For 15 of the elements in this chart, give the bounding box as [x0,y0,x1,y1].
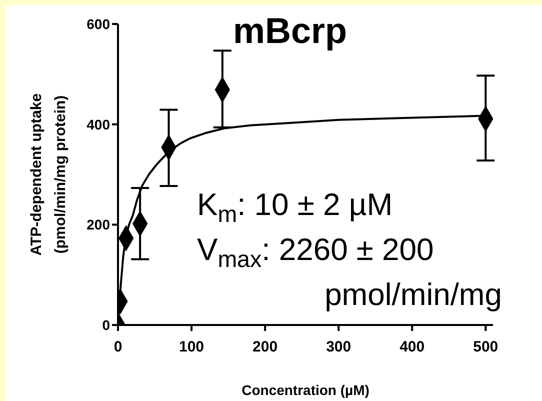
x-tick-label: 100 [179,338,204,356]
y-axis-title: ATP-dependent uptake (pmol/min/mg protein) [28,93,69,256]
annotation: V$_{max}$: 2260 ± 200 pmol/min/mg [197,231,502,314]
x-tick-label: 400 [400,338,425,356]
y-tick-label: 0 [102,316,110,333]
annotation: K$_{m}$: 10 ± 2 µM [197,186,394,227]
x-tick-label: 300 [326,338,352,356]
chart-title: mBcrp [232,10,348,52]
y-tick-label: 600 [86,16,110,32]
y-tick-label: 200 [86,216,110,233]
y-tick-label: 400 [86,116,110,132]
x-tick-label: 500 [473,338,498,356]
x-tick-label: 0 [114,338,122,356]
x-tick-label: 200 [252,338,278,356]
x-axis-title: Concentration (µM) [242,382,370,398]
